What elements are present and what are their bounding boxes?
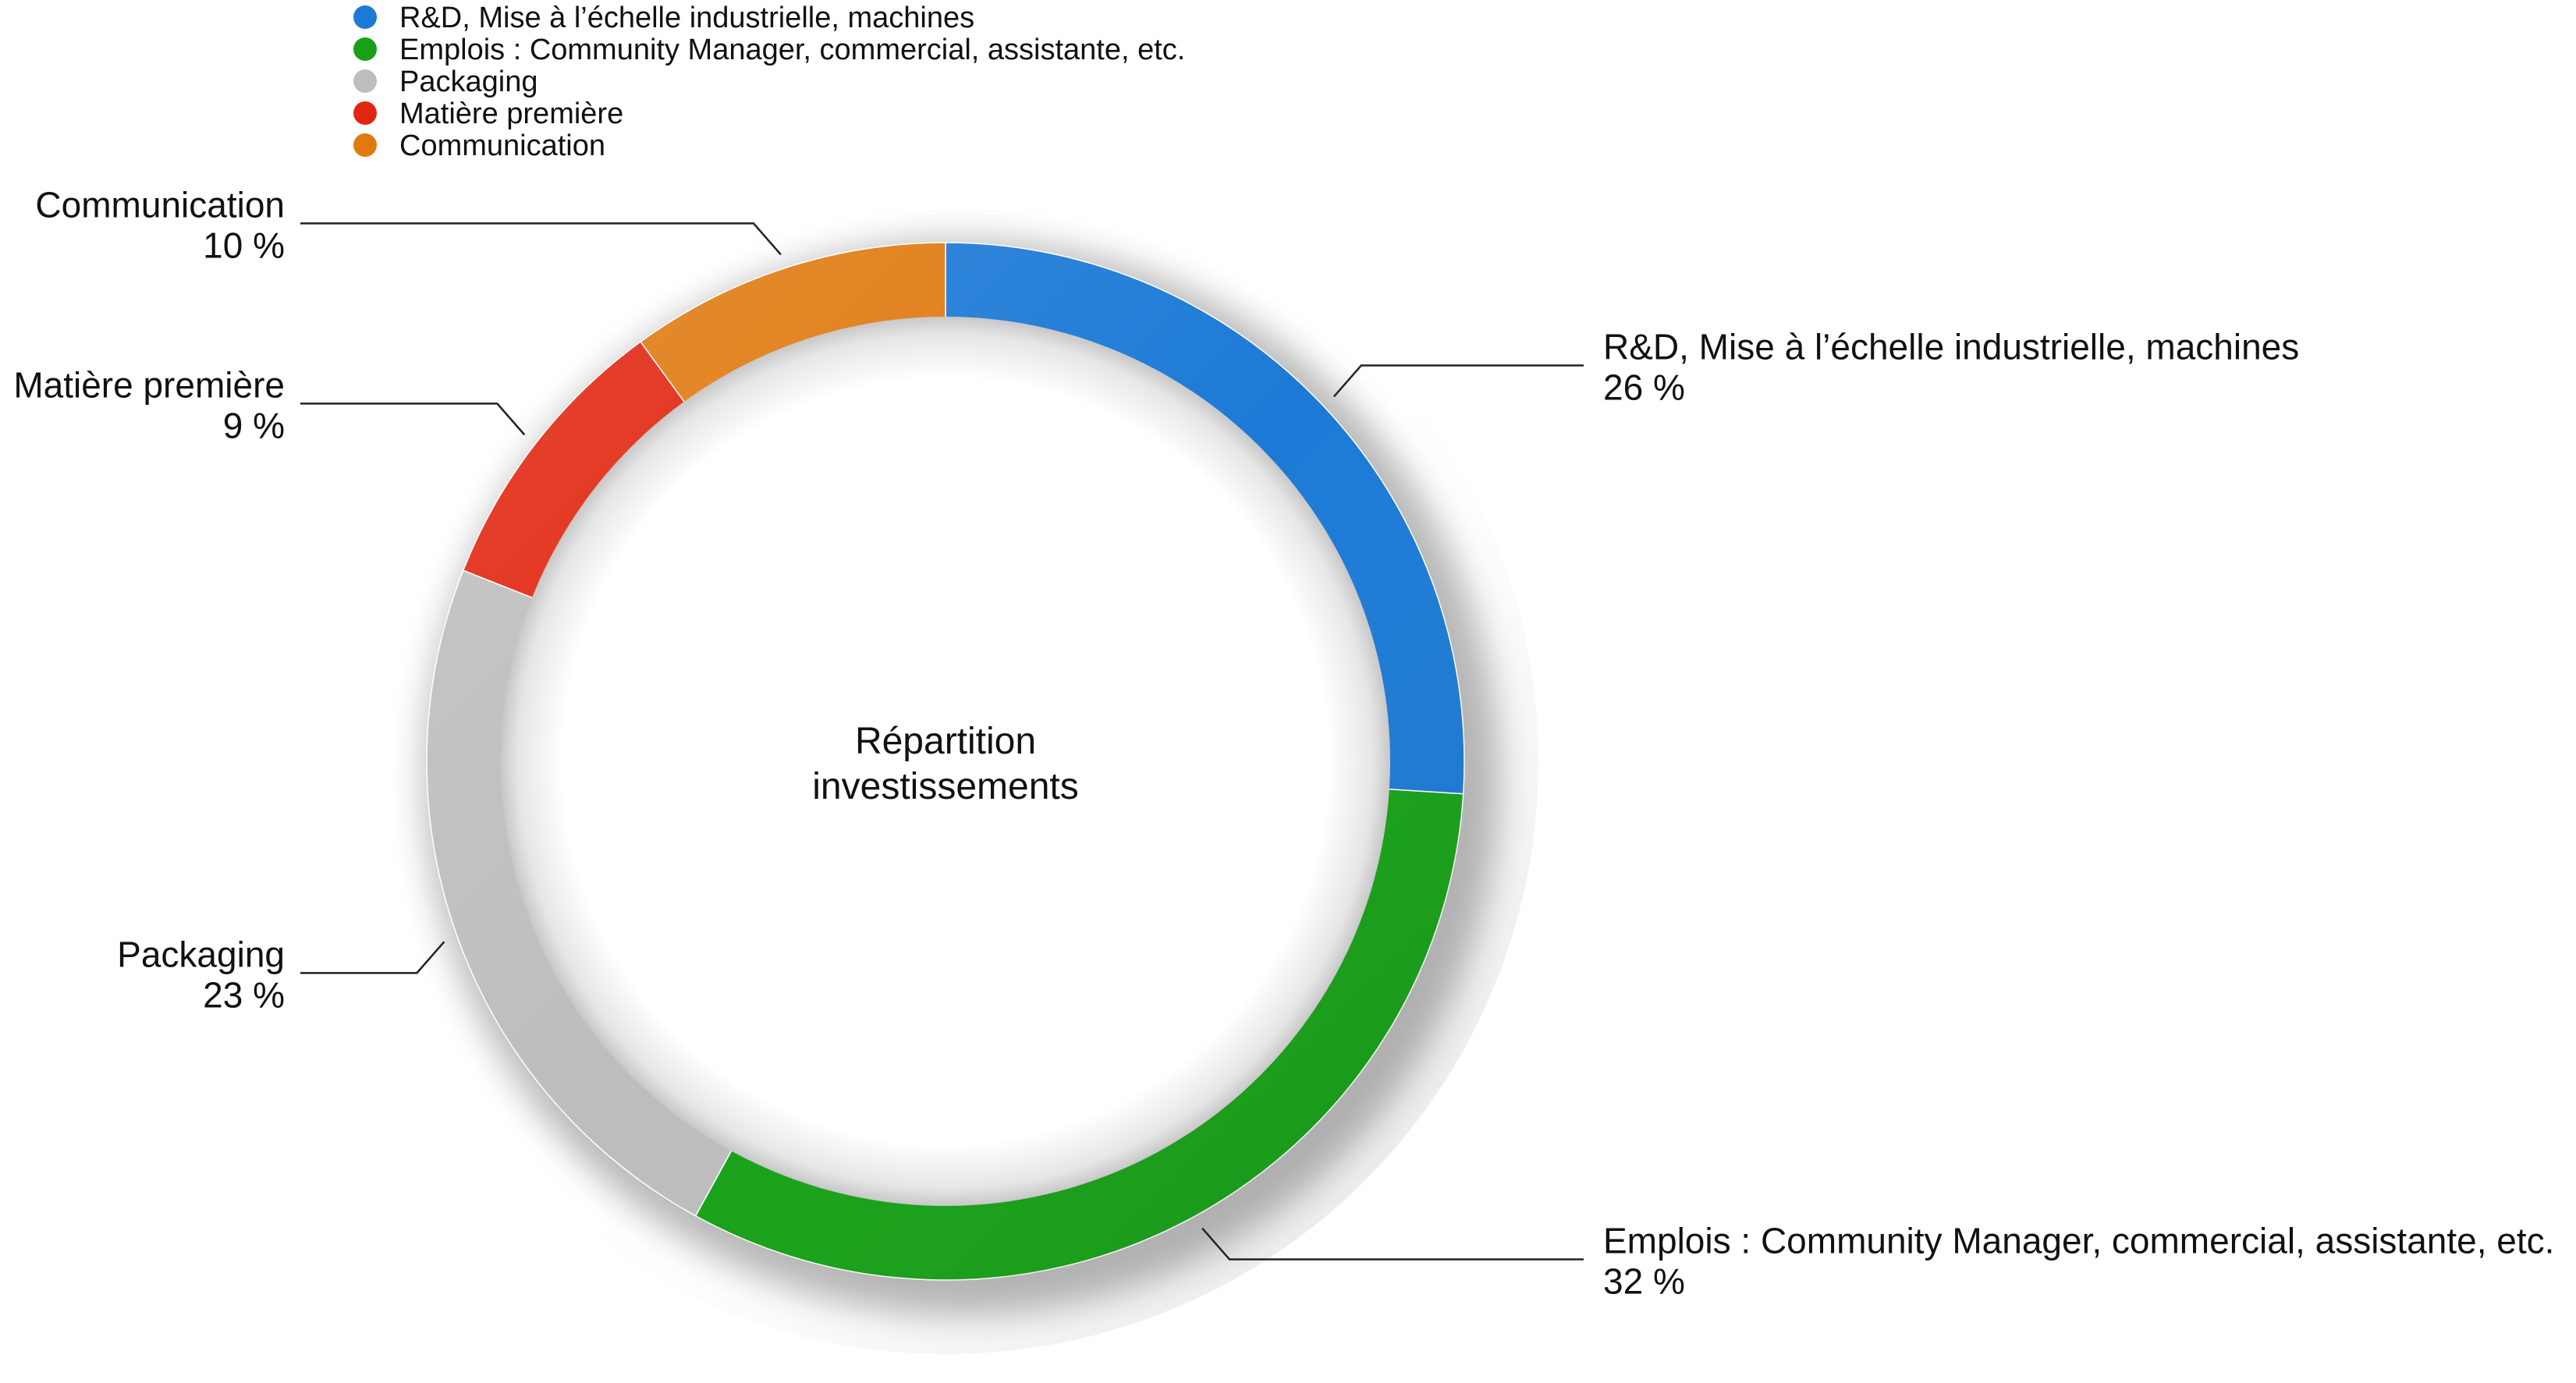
legend-marker-matiere-premiere	[353, 101, 377, 125]
leader-line-emplois-community-manager-commercial-ass	[1201, 1227, 1584, 1261]
callout-label-packaging: Packaging	[117, 934, 285, 974]
donut-hole	[501, 317, 1390, 1206]
legend-label-matiere-premiere: Matière première	[399, 98, 623, 130]
callout-value-r-d-mise-a-l-echelle-industrielle-machin: 26 %	[1603, 367, 1685, 407]
callout-label-communication: Communication	[35, 184, 285, 225]
callout-value-emplois-community-manager-commercial-ass: 32 %	[1603, 1261, 1685, 1302]
legend: R&D, Mise à l’échelle industrielle, mach…	[353, 2, 1185, 162]
callout-label-matiere-premiere: Matière première	[13, 364, 285, 405]
legend-marker-packaging	[353, 69, 377, 93]
leader-line-matiere-premiere	[300, 402, 526, 436]
legend-marker-emplois-community-manager-commercial-ass	[353, 37, 377, 61]
legend-label-emplois-community-manager-commercial-ass: Emplois : Community Manager, commercial,…	[399, 34, 1185, 66]
callouts: R&D, Mise à l’échelle industrielle, mach…	[13, 184, 2554, 1301]
callout-value-matiere-premiere: 9 %	[223, 405, 285, 445]
center-label-line-2: investissements	[812, 766, 1078, 807]
leader-line-r-d-mise-a-l-echelle-industrielle-machin	[1332, 364, 1584, 398]
callout-value-packaging: 23 %	[203, 974, 285, 1015]
callout-value-communication: 10 %	[203, 225, 285, 265]
legend-marker-communication	[353, 133, 377, 157]
center-label-line-1: Répartition	[855, 721, 1036, 762]
leader-line-packaging	[300, 941, 445, 974]
legend-label-packaging: Packaging	[399, 66, 538, 98]
legend-label-communication: Communication	[399, 129, 605, 162]
callout-label-r-d-mise-a-l-echelle-industrielle-machin: R&D, Mise à l’échelle industrielle, mach…	[1603, 326, 2299, 367]
callout-label-emplois-community-manager-commercial-ass: Emplois : Community Manager, commercial,…	[1603, 1221, 2554, 1261]
leader-line-communication	[300, 222, 782, 256]
legend-marker-r-d-mise-a-l-echelle-industrielle-machin	[353, 5, 377, 29]
legend-label-r-d-mise-a-l-echelle-industrielle-machin: R&D, Mise à l’échelle industrielle, mach…	[399, 2, 974, 34]
donut-sheen	[353, 168, 1538, 1354]
